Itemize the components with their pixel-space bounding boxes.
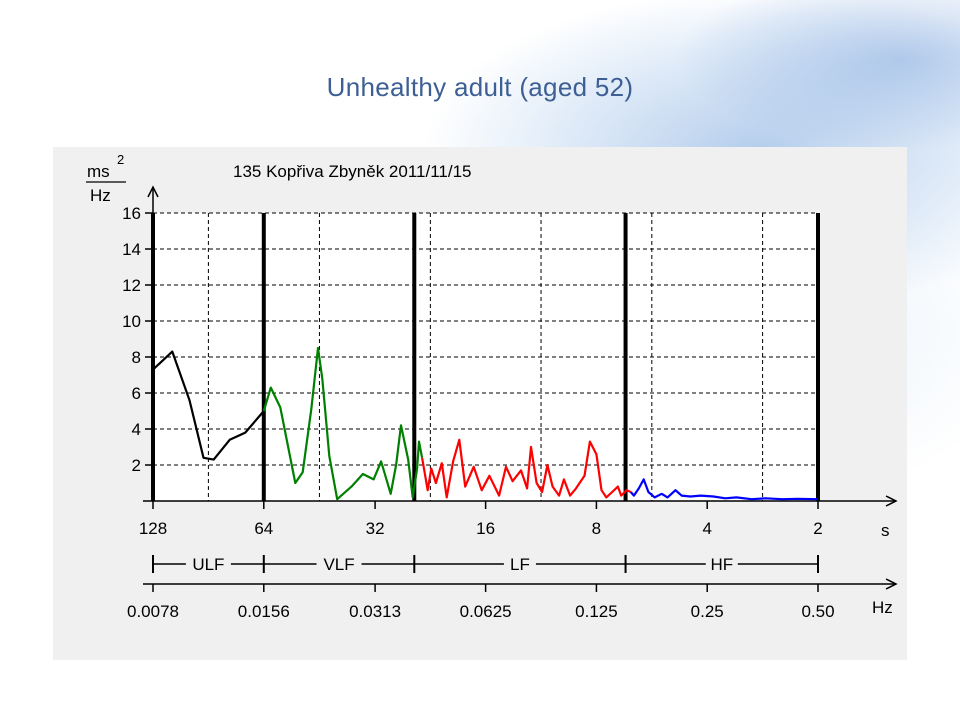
y-axis-unit-bottom: Hz [90,186,111,205]
frequency-tick-label: 0.25 [691,602,724,621]
spectrum-line-lf [421,438,632,499]
spectrum-chart: 135 Kopřiva Zbyněk 2011/11/15 ms 2 Hz s … [86,152,898,621]
period-tick-label: 2 [813,519,822,538]
y-tick-label: 10 [122,312,141,331]
band-label-bg [185,554,231,574]
y-tick-label: 14 [122,240,141,259]
period-tick-label: 8 [592,519,601,538]
band-label: VLF [323,555,354,574]
slide-title: Unhealthy adult (aged 52) [326,72,634,102]
period-tick-label: 64 [254,519,273,538]
period-axis-arrow [885,495,898,507]
period-tick-label: 32 [366,519,385,538]
band-label-bg [705,554,738,574]
frequency-tick-label: 0.0078 [127,602,179,621]
y-axis-unit-exponent: 2 [117,152,124,167]
frequency-axis-unit: Hz [872,598,893,617]
band-label-bg [503,554,536,574]
period-axis-unit: s [881,521,890,540]
y-tick-label: 12 [122,276,141,295]
frequency-tick-label: 0.0625 [460,602,512,621]
y-tick-label: 16 [122,204,141,223]
y-axis-arrow [147,185,159,198]
y-tick-label: 4 [132,420,141,439]
band-label-bg [316,554,362,574]
period-tick-label: 16 [476,519,495,538]
frequency-axis-arrow [885,578,898,590]
frequency-tick-label: 0.0156 [238,602,290,621]
band-label: LF [510,555,530,574]
period-tick-label: 4 [702,519,711,538]
spectrum-line-hf [629,478,819,501]
y-tick-label: 6 [132,384,141,403]
spectrum-line-vlf [262,346,424,501]
frequency-tick-label: 0.50 [801,602,834,621]
band-label: ULF [192,555,224,574]
chart-panel: 135 Kopřiva Zbyněk 2011/11/15 ms 2 Hz s … [53,147,907,660]
band-label: HF [710,555,733,574]
period-tick-label: 128 [139,519,167,538]
spectrum-line-ulf [152,350,265,461]
y-tick-label: 8 [132,348,141,367]
frequency-tick-label: 0.125 [575,602,618,621]
frequency-tick-label: 0.0313 [349,602,401,621]
y-tick-label: 2 [132,456,141,475]
chart-title: 135 Kopřiva Zbyněk 2011/11/15 [233,162,471,181]
y-axis-unit-top: ms [87,162,110,181]
